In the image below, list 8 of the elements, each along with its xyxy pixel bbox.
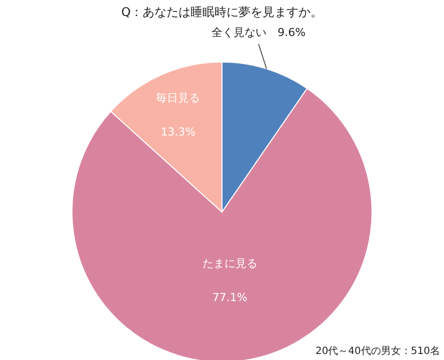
data-label: 77.1% (212, 291, 248, 304)
data-label: 9.6% (278, 26, 306, 39)
text: 20代～40代の男女：510名 (315, 345, 440, 357)
slice-label: 毎日見る (156, 91, 200, 104)
chart-title: Q：あなたは睡眠時に夢を見ますか。 (121, 5, 323, 19)
data-label: 13.3% (160, 125, 196, 138)
slice-label: 全く見ない (212, 26, 267, 39)
slice-label: たまに見る (202, 257, 258, 270)
